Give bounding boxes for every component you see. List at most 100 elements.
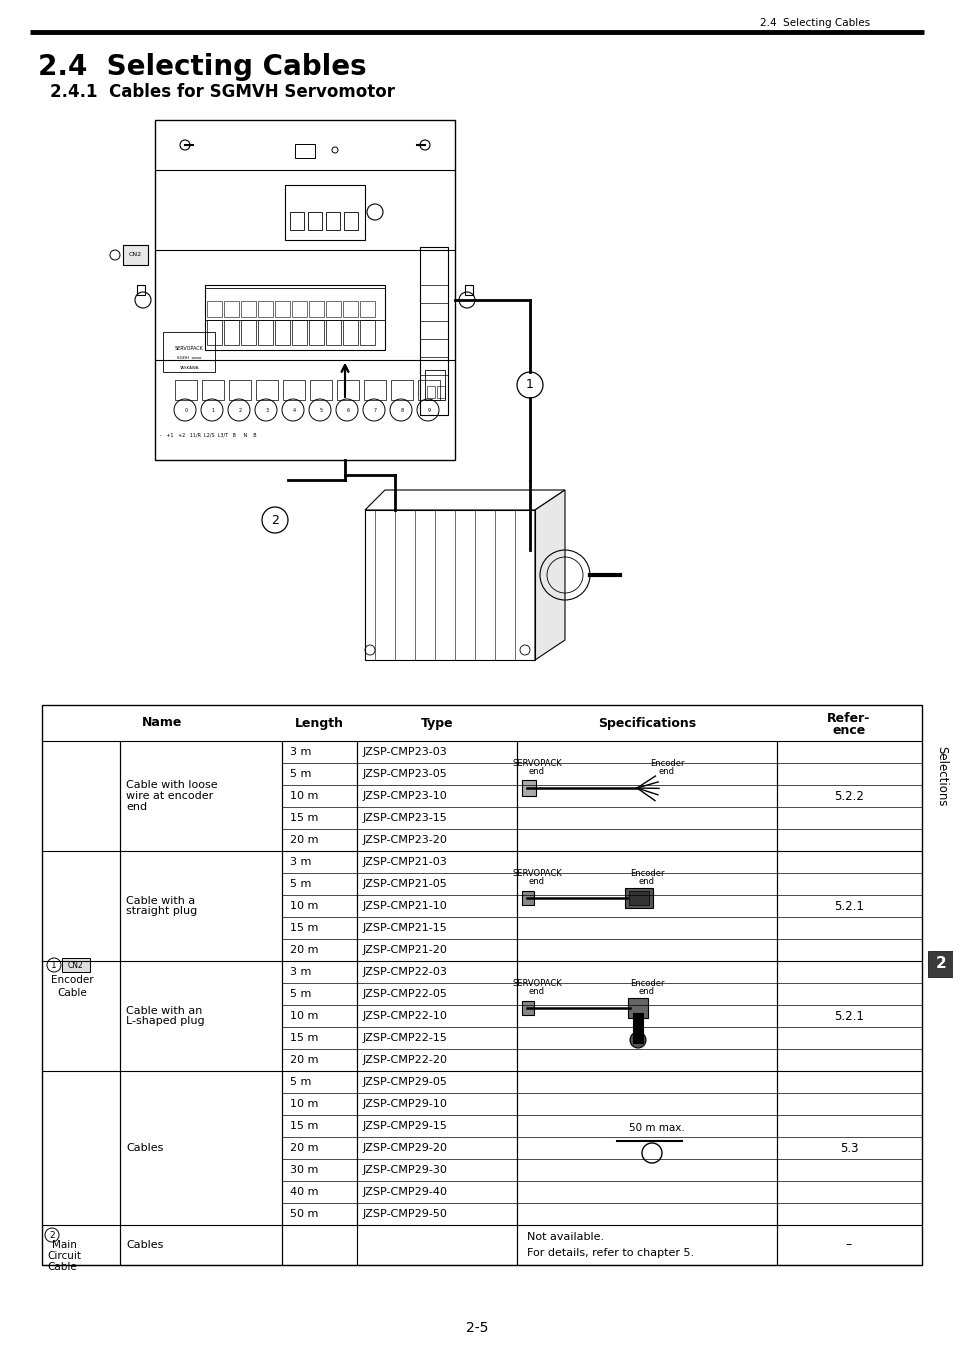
Text: 6: 6 — [346, 408, 349, 413]
Bar — [207, 320, 222, 346]
Text: Cables: Cables — [126, 1241, 163, 1250]
Text: YASKAWA: YASKAWA — [179, 366, 198, 370]
Bar — [521, 1000, 534, 1015]
Text: 5.3: 5.3 — [839, 1142, 858, 1154]
Text: end: end — [659, 768, 675, 776]
Text: Selections: Selections — [935, 745, 947, 806]
Text: 1: 1 — [51, 960, 57, 969]
Text: L-shaped plug: L-shaped plug — [126, 1017, 204, 1026]
Bar — [326, 301, 340, 317]
Text: ence: ence — [832, 724, 864, 737]
Text: 50 m: 50 m — [290, 1210, 318, 1219]
Text: –: – — [845, 1238, 851, 1251]
Bar — [224, 320, 239, 346]
Text: 10 m: 10 m — [290, 791, 318, 801]
Text: SERVOPACK: SERVOPACK — [512, 760, 561, 768]
Text: Encoder: Encoder — [649, 760, 683, 768]
Text: JZSP-CMP22-15: JZSP-CMP22-15 — [363, 1033, 447, 1044]
Text: JZSP-CMP22-05: JZSP-CMP22-05 — [363, 990, 447, 999]
Text: end: end — [126, 802, 147, 811]
Text: end: end — [639, 878, 655, 887]
Text: Type: Type — [420, 717, 453, 729]
Bar — [257, 320, 273, 346]
Text: CN2: CN2 — [68, 960, 84, 969]
Text: 50 m max.: 50 m max. — [628, 1123, 684, 1133]
Bar — [257, 301, 273, 317]
Bar — [202, 379, 224, 400]
Text: 2: 2 — [935, 957, 945, 972]
Text: JZSP-CMP23-15: JZSP-CMP23-15 — [363, 813, 447, 823]
Text: 3: 3 — [265, 408, 269, 413]
Text: 4: 4 — [293, 408, 295, 413]
Text: JZSP-CMP23-05: JZSP-CMP23-05 — [363, 769, 447, 779]
Text: 2.4  Selecting Cables: 2.4 Selecting Cables — [38, 53, 366, 81]
Bar — [205, 285, 385, 350]
Bar — [310, 379, 332, 400]
Bar — [207, 301, 222, 317]
Text: end: end — [529, 878, 544, 887]
Bar — [417, 379, 439, 400]
Bar — [123, 244, 148, 265]
Text: 5: 5 — [319, 408, 322, 413]
Text: JZSP-CMP21-03: JZSP-CMP21-03 — [363, 857, 447, 867]
Text: 5 m: 5 m — [290, 990, 311, 999]
Text: JZSP-CMP29-20: JZSP-CMP29-20 — [363, 1143, 448, 1153]
Text: 40 m: 40 m — [290, 1187, 318, 1197]
Text: 15 m: 15 m — [290, 1120, 318, 1131]
Bar — [174, 379, 196, 400]
Text: Cable with a: Cable with a — [126, 895, 195, 906]
Text: Encoder: Encoder — [51, 975, 93, 985]
Bar — [359, 320, 375, 346]
Polygon shape — [365, 490, 564, 510]
Bar — [292, 320, 307, 346]
Text: Length: Length — [294, 717, 343, 729]
Bar — [285, 185, 365, 240]
Text: end: end — [639, 987, 655, 996]
Text: 15 m: 15 m — [290, 923, 318, 933]
Bar — [364, 379, 386, 400]
Bar — [336, 379, 358, 400]
Bar — [424, 370, 444, 400]
Text: 7: 7 — [373, 408, 376, 413]
Polygon shape — [535, 490, 564, 660]
Text: JZSP-CMP29-30: JZSP-CMP29-30 — [363, 1165, 447, 1174]
Text: 3 m: 3 m — [290, 857, 311, 867]
Text: 15 m: 15 m — [290, 813, 318, 823]
Text: Name: Name — [142, 717, 182, 729]
Bar — [627, 998, 647, 1018]
Text: Not available.: Not available. — [526, 1233, 603, 1242]
Text: Cable: Cable — [57, 988, 87, 998]
Bar — [927, 950, 953, 977]
Text: Encoder: Encoder — [629, 980, 663, 988]
Text: straight plug: straight plug — [126, 906, 197, 917]
Text: Cables: Cables — [126, 1143, 163, 1153]
Bar — [62, 958, 90, 972]
Bar — [391, 379, 413, 400]
Bar — [241, 301, 255, 317]
Bar — [309, 320, 324, 346]
Text: 20 m: 20 m — [290, 1054, 318, 1065]
Bar — [427, 386, 435, 398]
Bar — [326, 212, 339, 230]
Bar — [283, 379, 305, 400]
Text: 5 m: 5 m — [290, 879, 311, 890]
Text: 0: 0 — [184, 408, 188, 413]
Text: JZSP-CMP29-40: JZSP-CMP29-40 — [363, 1187, 448, 1197]
Bar — [229, 379, 251, 400]
Text: 20 m: 20 m — [290, 945, 318, 954]
Bar — [241, 320, 255, 346]
Bar — [290, 212, 304, 230]
Text: 2.4.1  Cables for SGMVH Servomotor: 2.4.1 Cables for SGMVH Servomotor — [50, 82, 395, 101]
Bar — [154, 120, 455, 460]
Text: 10 m: 10 m — [290, 900, 318, 911]
Bar — [294, 144, 314, 158]
Text: 5 m: 5 m — [290, 1077, 311, 1087]
Text: 5 m: 5 m — [290, 769, 311, 779]
Text: Specifications: Specifications — [598, 717, 696, 729]
Text: 3 m: 3 m — [290, 747, 311, 757]
Bar — [419, 247, 448, 414]
Text: 10 m: 10 m — [290, 1011, 318, 1021]
Text: 30 m: 30 m — [290, 1165, 318, 1174]
Text: 5.2.2: 5.2.2 — [833, 790, 863, 802]
Bar — [274, 320, 290, 346]
